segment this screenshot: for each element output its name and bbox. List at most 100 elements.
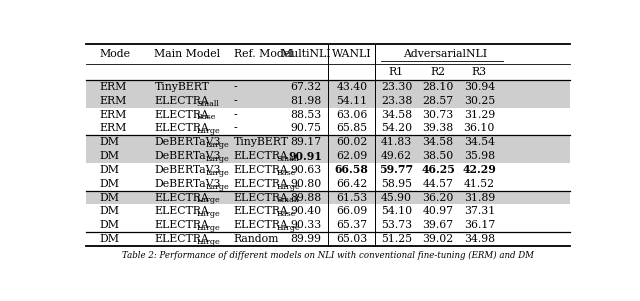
Text: ELECTRA: ELECTRA: [234, 165, 289, 175]
Text: Base: Base: [276, 169, 296, 177]
Text: 30.73: 30.73: [422, 110, 454, 120]
Text: Large: Large: [197, 127, 221, 135]
Text: DM: DM: [100, 220, 120, 230]
Text: WANLI: WANLI: [332, 49, 372, 59]
Text: ELECTRA: ELECTRA: [154, 234, 209, 244]
Text: 36.17: 36.17: [463, 220, 495, 230]
Text: Ref. Model: Ref. Model: [234, 49, 293, 59]
Text: ERM: ERM: [100, 96, 127, 106]
Text: ELECTRA: ELECTRA: [234, 151, 289, 161]
Text: 62.09: 62.09: [336, 151, 367, 161]
Text: TinyBERT: TinyBERT: [154, 82, 209, 92]
Text: 40.97: 40.97: [422, 206, 454, 216]
Text: 88.53: 88.53: [290, 110, 321, 120]
Text: 30.94: 30.94: [464, 82, 495, 92]
Text: 23.38: 23.38: [381, 96, 412, 106]
Bar: [86, 80, 570, 94]
Text: Large: Large: [197, 210, 221, 218]
Text: ELECTRA: ELECTRA: [234, 206, 289, 216]
Text: ELECTRA: ELECTRA: [234, 220, 289, 230]
Text: 34.98: 34.98: [464, 234, 495, 244]
Text: Large: Large: [276, 224, 300, 232]
Text: Large: Large: [276, 182, 300, 191]
Text: 51.25: 51.25: [381, 234, 412, 244]
Text: DeBERTaV3: DeBERTaV3: [154, 179, 221, 189]
Text: 58.95: 58.95: [381, 179, 412, 189]
Text: 34.58: 34.58: [422, 137, 454, 147]
Text: R3: R3: [472, 67, 487, 77]
Text: 89.88: 89.88: [290, 193, 321, 203]
Text: DeBERTaV3: DeBERTaV3: [154, 137, 221, 147]
Text: 89.17: 89.17: [290, 137, 321, 147]
Text: 37.31: 37.31: [463, 206, 495, 216]
Text: ELECTRA: ELECTRA: [154, 193, 209, 203]
Text: Small: Small: [276, 196, 299, 204]
Text: AdversarialNLI: AdversarialNLI: [403, 49, 488, 59]
Text: 65.85: 65.85: [336, 123, 367, 133]
Text: 66.09: 66.09: [336, 206, 367, 216]
Text: -: -: [234, 123, 237, 133]
Text: DeBERTaV3: DeBERTaV3: [154, 151, 221, 161]
Text: Large: Large: [206, 169, 230, 177]
Text: TinyBERT: TinyBERT: [234, 137, 289, 147]
Text: ELECTRA: ELECTRA: [234, 151, 289, 161]
Text: 23.30: 23.30: [381, 82, 412, 92]
Text: 38.50: 38.50: [422, 151, 454, 161]
Text: Large: Large: [197, 238, 221, 246]
Text: DM: DM: [100, 206, 120, 216]
Bar: [86, 94, 570, 108]
Text: DeBERTaV3: DeBERTaV3: [154, 165, 221, 175]
Text: Random: Random: [234, 234, 279, 244]
Text: MultiNLI: MultiNLI: [280, 49, 331, 59]
Text: DM: DM: [100, 193, 120, 203]
Text: DM: DM: [100, 179, 120, 189]
Text: 36.10: 36.10: [463, 123, 495, 133]
Text: 41.52: 41.52: [464, 179, 495, 189]
Text: 39.02: 39.02: [422, 234, 454, 244]
Text: ELECTRA: ELECTRA: [154, 206, 209, 216]
Text: ELECTRA: ELECTRA: [154, 110, 209, 120]
Text: 90.63: 90.63: [290, 165, 321, 175]
Bar: [86, 191, 570, 204]
Text: ERM: ERM: [100, 110, 127, 120]
Text: 43.40: 43.40: [336, 82, 367, 92]
Text: 46.25: 46.25: [421, 164, 455, 175]
Text: R2: R2: [431, 67, 445, 77]
Text: Large: Large: [206, 141, 230, 149]
Text: Base: Base: [197, 113, 216, 122]
Text: 45.90: 45.90: [381, 193, 412, 203]
Text: 90.91: 90.91: [289, 150, 323, 162]
Text: ELECTRA: ELECTRA: [154, 96, 209, 106]
Text: 89.99: 89.99: [290, 234, 321, 244]
Text: ERM: ERM: [100, 123, 127, 133]
Text: 54.20: 54.20: [381, 123, 412, 133]
Text: 49.62: 49.62: [381, 151, 412, 161]
Text: Large: Large: [206, 182, 230, 191]
Text: 61.53: 61.53: [336, 193, 367, 203]
Text: DM: DM: [100, 151, 120, 161]
Text: 90.40: 90.40: [290, 206, 321, 216]
Text: 39.67: 39.67: [422, 220, 454, 230]
Text: Large: Large: [206, 155, 230, 163]
Text: 53.73: 53.73: [381, 220, 412, 230]
Text: 59.77: 59.77: [380, 164, 413, 175]
Text: Large: Large: [197, 196, 221, 204]
Text: 31.89: 31.89: [463, 193, 495, 203]
Text: 65.37: 65.37: [336, 220, 367, 230]
Text: ELECTRA: ELECTRA: [234, 193, 289, 203]
Text: 42.29: 42.29: [463, 164, 496, 175]
Text: ELECTRA: ELECTRA: [234, 179, 289, 189]
Text: 90.80: 90.80: [290, 179, 321, 189]
Text: ELECTRA: ELECTRA: [234, 206, 289, 216]
Text: Base: Base: [276, 210, 296, 218]
Text: 66.42: 66.42: [336, 179, 367, 189]
Text: Large: Large: [197, 224, 221, 232]
Text: 30.25: 30.25: [463, 96, 495, 106]
Text: ELECTRA: ELECTRA: [154, 110, 209, 120]
Bar: [86, 135, 570, 149]
Text: ELECTRA: ELECTRA: [234, 179, 289, 189]
Text: -: -: [234, 82, 237, 92]
Text: DeBERTaV3: DeBERTaV3: [154, 165, 221, 175]
Text: ELECTRA: ELECTRA: [154, 123, 209, 133]
Text: 66.58: 66.58: [335, 164, 369, 175]
